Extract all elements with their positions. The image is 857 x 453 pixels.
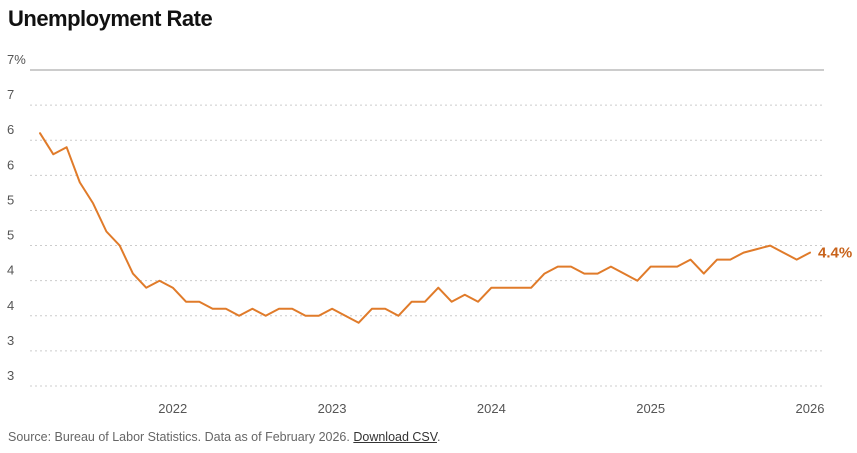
footer-period: . <box>436 430 441 444</box>
series <box>39 132 811 324</box>
end-labels: 4.4% <box>818 245 852 262</box>
y-tick-label: 7 <box>7 87 14 102</box>
x-tick-label: 2023 <box>318 401 347 416</box>
grid-lines <box>30 69 824 387</box>
chart-title: Unemployment Rate <box>8 6 213 31</box>
x-axis-labels: 2022 2023 2024 2025 2026 <box>158 401 824 416</box>
y-tick-label: 6 <box>7 122 14 137</box>
source-text: Source: Bureau of Labor Statistics. Data… <box>8 430 350 444</box>
y-tick-label: 5 <box>7 192 14 207</box>
source-note: Source: Bureau of Labor Statistics. Data… <box>8 430 440 444</box>
y-tick-label: 7% <box>7 52 26 67</box>
end-value-label: 4.4% <box>818 245 852 262</box>
y-tick-label: 4 <box>7 263 14 278</box>
unemployment-line <box>39 132 811 324</box>
x-tick-label: 2026 <box>796 401 825 416</box>
y-tick-label: 3 <box>7 333 14 348</box>
y-tick-label: 3 <box>7 368 14 383</box>
download-csv-link[interactable]: Download CSV <box>353 430 437 444</box>
y-tick-label: 6 <box>7 157 14 172</box>
x-tick-label: 2024 <box>477 401 506 416</box>
y-tick-label: 4 <box>7 298 14 313</box>
y-axis-labels: 7% 7 6 6 5 5 4 4 3 3 <box>7 52 26 383</box>
x-tick-label: 2025 <box>636 401 665 416</box>
y-tick-label: 5 <box>7 228 14 243</box>
x-tick-label: 2022 <box>158 401 187 416</box>
